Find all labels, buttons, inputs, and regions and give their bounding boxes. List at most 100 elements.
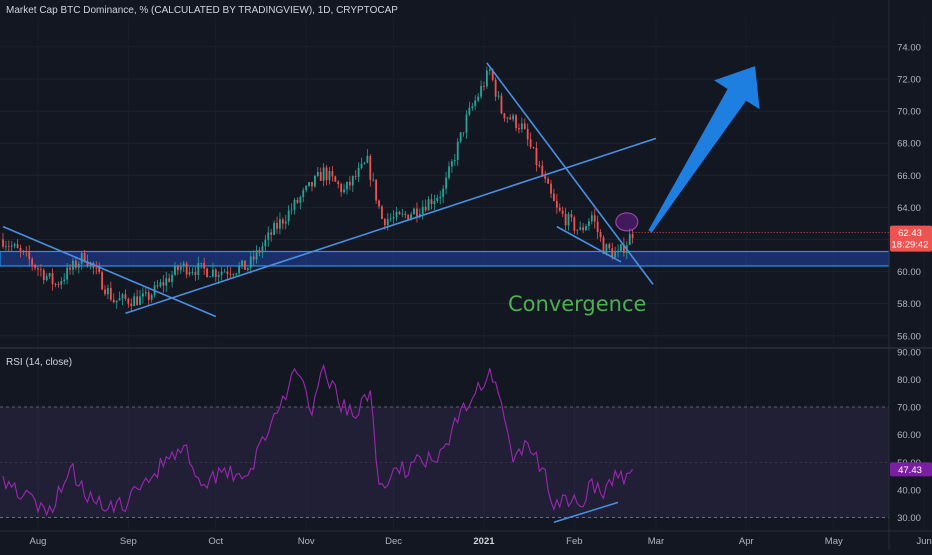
rsi-band bbox=[0, 407, 889, 518]
candle-body bbox=[355, 176, 357, 177]
candle-body bbox=[253, 257, 255, 260]
candle-body bbox=[530, 139, 532, 147]
candle-body bbox=[244, 260, 246, 269]
time-tick-label: Oct bbox=[208, 536, 223, 547]
candle-body bbox=[113, 300, 115, 303]
candle-body bbox=[431, 199, 433, 204]
candle-body bbox=[565, 214, 567, 225]
candle-body bbox=[399, 212, 401, 214]
time-tick-label: Aug bbox=[30, 536, 47, 547]
candle-body bbox=[130, 304, 132, 306]
candle-body bbox=[139, 296, 141, 304]
candle-body bbox=[168, 278, 170, 282]
candle-body bbox=[404, 214, 406, 215]
candle-body bbox=[337, 182, 339, 185]
candle-body bbox=[407, 215, 409, 220]
candle-body bbox=[37, 268, 39, 269]
candle-body bbox=[250, 257, 252, 268]
candle-body bbox=[401, 214, 403, 215]
candle-body bbox=[212, 270, 214, 277]
candle-body bbox=[23, 251, 25, 252]
time-tick-label: Sep bbox=[120, 536, 137, 547]
candle-body bbox=[614, 252, 616, 257]
candle-body bbox=[323, 168, 325, 181]
candle-body bbox=[340, 184, 342, 192]
candle-body bbox=[291, 210, 293, 211]
time-tick-label: 2021 bbox=[473, 536, 495, 547]
candle-body bbox=[17, 244, 19, 248]
candle-body bbox=[215, 270, 217, 277]
candle-body bbox=[594, 215, 596, 221]
candle-body bbox=[349, 182, 351, 186]
rsi-tick-label: 90.00 bbox=[897, 347, 921, 358]
convergence-label: Convergence bbox=[508, 292, 646, 316]
candle-body bbox=[600, 232, 602, 237]
candle-body bbox=[200, 263, 202, 264]
candle-body bbox=[270, 232, 272, 234]
candle-body bbox=[116, 300, 118, 302]
candle-body bbox=[192, 272, 194, 273]
price-tick-label: 56.00 bbox=[897, 331, 921, 342]
rsi-tick-label: 30.00 bbox=[897, 513, 921, 524]
candle-body bbox=[620, 244, 622, 250]
candle-body bbox=[393, 217, 395, 218]
candle-body bbox=[40, 269, 42, 270]
candle-body bbox=[425, 207, 427, 211]
candle-body bbox=[591, 215, 593, 221]
candle-body bbox=[247, 268, 249, 270]
candle-body bbox=[364, 163, 366, 164]
candle-body bbox=[162, 282, 164, 285]
price-tick-label: 60.00 bbox=[897, 267, 921, 278]
candle-body bbox=[101, 272, 103, 289]
candle-body bbox=[227, 272, 229, 274]
candle-body bbox=[69, 268, 71, 270]
candle-body bbox=[538, 165, 540, 166]
time-tick-label: May bbox=[825, 536, 843, 547]
candle-body bbox=[221, 272, 223, 275]
candle-body bbox=[75, 261, 77, 268]
candle-body bbox=[142, 293, 144, 296]
candle-body bbox=[474, 101, 476, 107]
candle-body bbox=[299, 197, 301, 203]
candle-body bbox=[483, 86, 485, 87]
candle-body bbox=[597, 222, 599, 232]
rsi-tick-label: 60.00 bbox=[897, 430, 921, 441]
candle-body bbox=[396, 212, 398, 217]
candle-body bbox=[521, 123, 523, 129]
candle-body bbox=[235, 273, 237, 274]
candle-body bbox=[422, 207, 424, 214]
price-tick-label: 68.00 bbox=[897, 139, 921, 150]
candle-body bbox=[127, 299, 129, 304]
candle-body bbox=[133, 296, 135, 306]
candle-body bbox=[171, 275, 173, 282]
candle-body bbox=[381, 207, 383, 219]
candle-body bbox=[267, 232, 269, 239]
rsi-tick-label: 80.00 bbox=[897, 375, 921, 386]
candle-body bbox=[148, 292, 150, 300]
candle-body bbox=[317, 172, 319, 176]
candle-body bbox=[562, 211, 564, 214]
candle-body bbox=[160, 282, 162, 286]
candle-body bbox=[28, 252, 30, 259]
highlight-circle bbox=[616, 213, 638, 231]
candle-body bbox=[203, 263, 205, 269]
candle-body bbox=[314, 176, 316, 186]
candle-body bbox=[495, 80, 497, 97]
candle-body bbox=[285, 222, 287, 224]
candle-body bbox=[372, 180, 374, 181]
candle-body bbox=[515, 115, 517, 128]
candle-body bbox=[20, 248, 22, 251]
candle-body bbox=[541, 166, 543, 176]
candle-body bbox=[52, 273, 54, 284]
candle-body bbox=[346, 182, 348, 190]
candle-body bbox=[308, 182, 310, 186]
candle-body bbox=[294, 200, 296, 210]
price-tick-label: 70.00 bbox=[897, 107, 921, 118]
candle-body bbox=[343, 189, 345, 192]
candle-body bbox=[224, 272, 226, 273]
candle-body bbox=[556, 201, 558, 208]
candle-body bbox=[218, 275, 220, 277]
candle-body bbox=[165, 278, 167, 285]
candle-body bbox=[463, 132, 465, 133]
